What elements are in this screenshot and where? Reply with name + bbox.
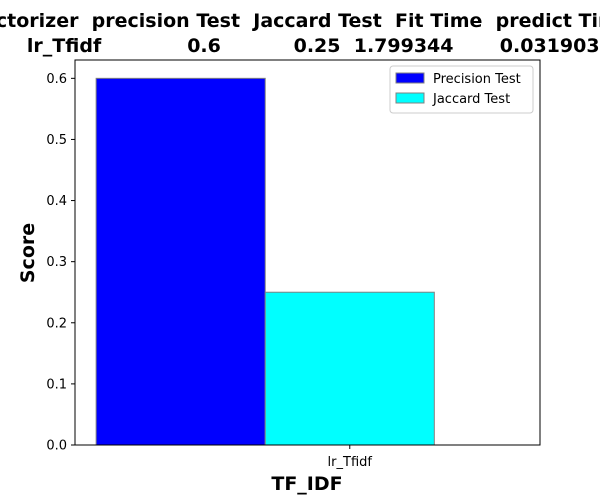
legend-swatch-precision-test [395,72,425,84]
legend-label-precision-test: Precision Test [433,72,521,87]
plot-area-frame [74,59,541,446]
legend-box [389,65,534,114]
bars-group [95,77,435,446]
y-axis-label: Score [17,223,39,283]
chart-title-line-1: Vectorizer precision Test Jaccard Test F… [0,10,600,32]
y-tick-label: 0.3 [46,255,67,270]
y-tick-label: 0.2 [46,316,67,331]
bar-precision-test-lr_tfidf [95,77,266,446]
chart-title-line-2: lr_Tfidf 0.6 0.25 1.799344 0.031903 [0,35,599,57]
legend: Precision Test Jaccard Test [389,65,534,114]
x-axis-label: TF_IDF [271,473,342,495]
bar-jaccard-test-lr_tfidf [264,291,435,446]
y-tick-label: 0.6 [46,72,67,87]
y-tick-label: 0.1 [46,377,67,392]
legend-swatch-jaccard-test [395,92,425,104]
y-tick-label: 0.0 [46,439,67,454]
x-axis-ticks: lr_Tfidf [328,445,373,470]
y-axis-ticks: 0.0 0.1 0.2 0.3 0.4 0.5 0.6 [46,72,75,454]
x-tick-label: lr_Tfidf [328,455,373,470]
y-tick-label: 0.5 [46,133,67,148]
chart-title: Vectorizer precision Test Jaccard Test F… [0,10,600,57]
y-tick-label: 0.4 [46,194,67,209]
legend-label-jaccard-test: Jaccard Test [432,92,510,107]
